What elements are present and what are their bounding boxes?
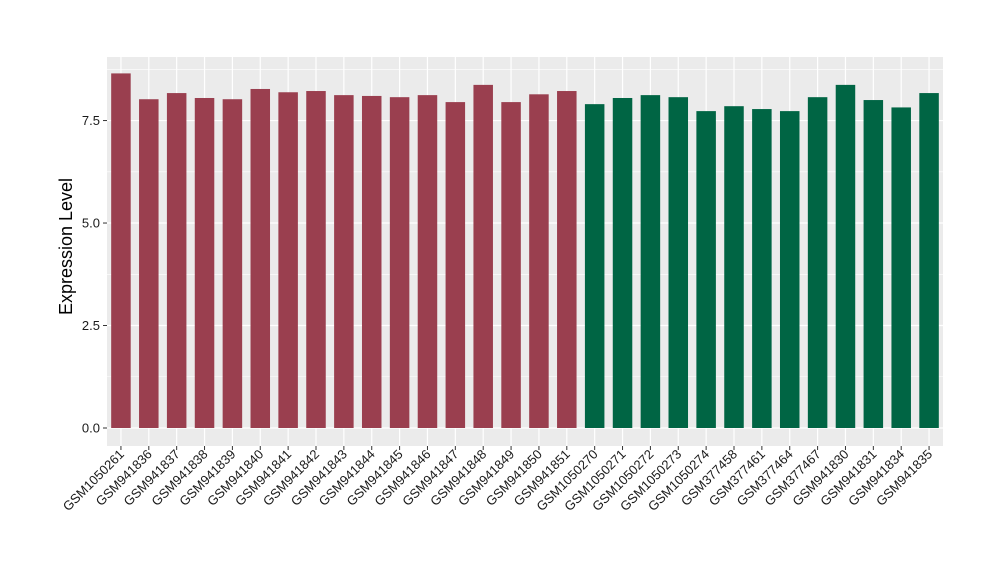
y-axis: 0.0 2.5 5.0 7.5 — [82, 113, 107, 436]
bar-GSM941842 — [306, 91, 326, 428]
bar-GSM377458 — [724, 106, 744, 429]
plot-panel — [107, 57, 943, 446]
bar-GSM941851 — [557, 91, 577, 428]
bar-GSM941838 — [194, 97, 215, 428]
bar-GSM1050271 — [612, 97, 633, 428]
bar-GSM941830 — [835, 84, 856, 428]
bars — [111, 73, 939, 429]
bar-GSM941839 — [222, 99, 243, 429]
bar-GSM941847 — [445, 102, 466, 428]
y-tick-label: 2.5 — [82, 318, 100, 333]
bar-GSM941841 — [278, 92, 298, 428]
bar-GSM941837 — [166, 93, 187, 429]
bar-GSM941831 — [863, 100, 884, 429]
bar-GSM941843 — [334, 95, 354, 428]
bar-GSM1050270 — [584, 104, 605, 428]
bar-GSM1050261 — [111, 73, 131, 428]
bar-GSM377461 — [752, 109, 772, 428]
bar-GSM941844 — [361, 95, 382, 428]
bar-GSM941846 — [417, 95, 438, 428]
bar-GSM941849 — [501, 102, 521, 428]
y-tick-label: 0.0 — [82, 421, 100, 436]
y-axis-title: Expression Level — [56, 178, 76, 315]
bar-GSM941848 — [473, 84, 493, 428]
bar-GSM377467 — [807, 97, 828, 428]
bar-GSM941835 — [919, 93, 939, 429]
bar-GSM377464 — [779, 111, 800, 429]
bar-GSM1050273 — [668, 97, 689, 428]
bar-GSM941845 — [389, 97, 410, 428]
bar-GSM1050272 — [640, 95, 661, 428]
bar-GSM941836 — [139, 99, 159, 429]
y-tick-label: 5.0 — [82, 216, 100, 231]
x-axis: GSM1050261GSM941836GSM941837GSM941838GSM… — [60, 446, 935, 514]
bar-GSM941850 — [529, 94, 549, 429]
bar-GSM941840 — [250, 88, 271, 428]
bar-GSM941834 — [891, 107, 911, 428]
bar-GSM1050274 — [696, 111, 716, 429]
y-tick-label: 7.5 — [82, 113, 100, 128]
